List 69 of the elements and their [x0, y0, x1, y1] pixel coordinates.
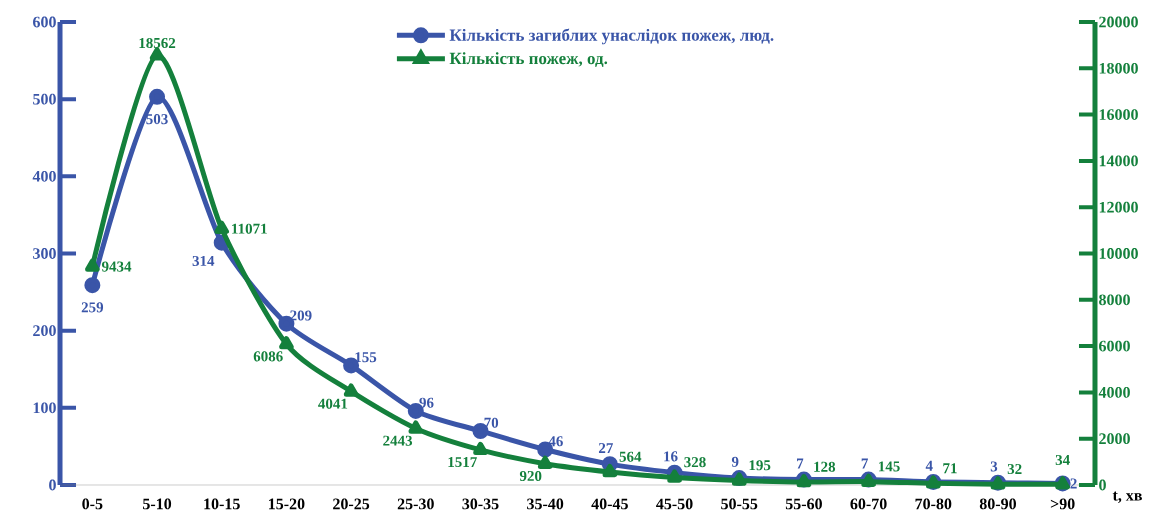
y2-tick-label: 14000 [1099, 155, 1138, 167]
data-label: 564 [619, 451, 642, 462]
data-label: 46 [548, 436, 563, 447]
data-label: 6086 [253, 351, 283, 362]
x-tick-label: 55-60 [785, 498, 822, 510]
y2-tick-label: 8000 [1099, 294, 1130, 306]
data-label: 96 [419, 397, 434, 408]
data-label: 7 [797, 458, 804, 469]
data-label: 155 [355, 352, 377, 363]
data-label: 32 [1007, 463, 1022, 475]
y2-tick-label: 0 [1099, 479, 1106, 491]
x-tick-label: 5-10 [143, 498, 172, 510]
data-label: 9 [731, 456, 739, 467]
y-tick-label: 0 [49, 479, 56, 491]
data-label: 9434 [101, 261, 132, 272]
x-tick-label: 40-45 [591, 498, 628, 510]
data-label: 195 [749, 460, 771, 471]
data-label: 259 [81, 302, 104, 313]
data-label: 71 [943, 463, 957, 474]
legend-label: Кількість пожеж, од. [449, 52, 608, 67]
x-tick-label: 10-15 [204, 498, 240, 510]
x-tick-label: 50-55 [721, 498, 758, 510]
data-label: 503 [146, 114, 168, 125]
data-label: 4 [925, 460, 933, 471]
y-tick-label: 500 [33, 93, 56, 105]
data-label: 11071 [232, 223, 267, 234]
data-label: 27 [598, 443, 613, 453]
y-tick-label: 200 [33, 325, 56, 337]
legend-label: Кількість загиблих унаслідок пожеж, люд. [449, 28, 774, 45]
x-tick-label: 0-5 [82, 498, 103, 510]
y2-tick-label: 6000 [1099, 340, 1130, 352]
y2-tick-label: 4000 [1098, 387, 1130, 398]
x-tick-label: 25-30 [397, 498, 434, 510]
y-tick-label: 400 [32, 170, 56, 182]
data-label: 2 [1070, 478, 1077, 489]
data-label: 18562 [139, 37, 176, 49]
y2-tick-label: 16000 [1099, 109, 1138, 120]
data-label: 145 [878, 461, 900, 472]
x-tick-label: >90 [1050, 498, 1075, 510]
y-tick-label: 100 [33, 402, 56, 414]
y2-tick-label: 12000 [1099, 201, 1138, 213]
data-label: 70 [484, 417, 499, 428]
y2-tick-label: 20000 [1099, 16, 1138, 28]
x-tick-label: 60-70 [850, 498, 887, 510]
data-label: 34 [1055, 454, 1070, 465]
data-label: 2443 [383, 435, 413, 446]
data-label: 314 [192, 255, 215, 266]
x-axis-title: t, хв [1112, 491, 1142, 503]
data-label: 16 [664, 451, 678, 462]
x-tick-label: 45-50 [656, 498, 693, 510]
data-label: 7 [861, 458, 868, 469]
y-tick-label: 600 [33, 16, 56, 28]
x-tick-label: 30-35 [462, 498, 499, 510]
data-label: 1517 [448, 457, 477, 468]
x-tick-label: 80-90 [979, 498, 1017, 510]
y2-tick-label: 18000 [1099, 62, 1138, 74]
x-tick-label: 20-25 [333, 498, 370, 510]
x-tick-label: 70-80 [915, 498, 952, 510]
x-tick-label: 15-20 [269, 498, 305, 510]
data-label: 3 [990, 461, 998, 472]
y2-tick-label: 10000 [1099, 248, 1138, 259]
data-label: 209 [290, 310, 312, 321]
data-label: 128 [814, 461, 836, 472]
x-tick-label: 35-40 [527, 498, 564, 510]
data-label: 4041 [318, 398, 348, 409]
data-label: 920 [519, 470, 542, 481]
data-label: 328 [684, 457, 706, 468]
y-tick-label: 300 [33, 248, 56, 259]
y2-tick-label: 2000 [1099, 433, 1130, 445]
